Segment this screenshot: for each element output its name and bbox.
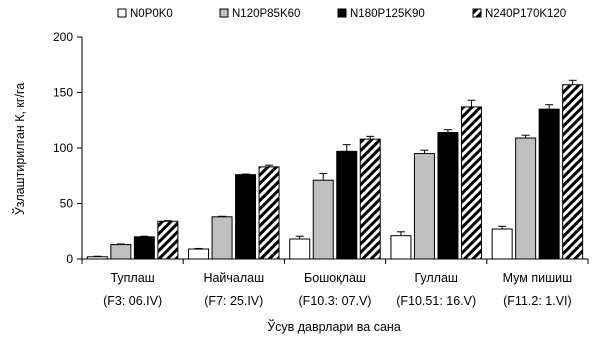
bar-N240P170K120-3 xyxy=(359,138,381,260)
category-label: Бошоқлаш xyxy=(304,271,366,285)
bar-N0P0K0-3 xyxy=(289,238,311,260)
y-axis-label: Ўзлаштирилган К, кг/га xyxy=(12,83,27,215)
bar-N240P170K120-5 xyxy=(562,84,584,260)
y-tick-label: 0 xyxy=(66,252,73,266)
bar-N240P170K120-2 xyxy=(258,166,280,260)
legend-label: N120P85K60 xyxy=(232,8,300,20)
bar-N120P85K60-3 xyxy=(312,179,334,260)
legend-label: N180P125K90 xyxy=(350,8,425,20)
bar-N120P85K60-5 xyxy=(515,137,537,260)
x-axis: Туплаш (F3: 06.IV) Найчалаш (F7: 25.IV) Бошо… xyxy=(81,258,589,308)
legend-label: N0P0K0 xyxy=(130,8,173,20)
y-tick-label: 50 xyxy=(60,197,74,211)
category-label: Туплаш xyxy=(110,271,154,285)
x-axis-label: Ўсув даврлари ва сана xyxy=(267,319,401,334)
category-date-label: (F11.2: 1.VI) xyxy=(503,294,572,308)
bar-N180P125K90-2 xyxy=(235,174,257,260)
legend-swatch xyxy=(472,8,482,18)
legend-swatch xyxy=(337,8,347,18)
bar-N0P0K0-4 xyxy=(390,235,412,260)
bar-N120P85K60-1 xyxy=(110,244,132,260)
category-label: Гуллаш xyxy=(414,271,457,285)
bar-N180P125K90-3 xyxy=(336,150,358,260)
category-label: Мум пишиш xyxy=(503,271,573,285)
category-date-label: (F10.3: 07.V) xyxy=(299,294,372,308)
bar-N240P170K120-4 xyxy=(460,106,482,260)
legend-swatch xyxy=(219,8,229,18)
category-date-label: (F3: 06.IV) xyxy=(103,294,162,308)
legend: N0P0K0 N120P85K60 N180P125K90 N240P170K120 xyxy=(117,8,566,20)
bar-N180P125K90-4 xyxy=(437,131,459,260)
bar-N0P0K0-5 xyxy=(491,228,513,260)
bar-N240P170K120-1 xyxy=(157,220,179,260)
y-axis: 0 50 100 150 200 xyxy=(53,30,83,266)
y-tick-label: 100 xyxy=(53,141,73,155)
bar-N120P85K60-4 xyxy=(413,153,435,260)
bar-N180P125K90-5 xyxy=(538,108,560,260)
bar-N0P0K0-2 xyxy=(188,248,210,260)
category-label: Найчалаш xyxy=(203,271,264,285)
bars xyxy=(86,79,584,260)
category-date-label: (F10.51: 16.V) xyxy=(396,294,476,308)
y-tick-label: 200 xyxy=(53,30,73,44)
category-date-label: (F7: 25.IV) xyxy=(204,294,263,308)
legend-swatch xyxy=(117,8,127,18)
legend-label: N240P170K120 xyxy=(485,8,566,20)
bar-N180P125K90-1 xyxy=(133,236,155,260)
bar-N120P85K60-2 xyxy=(211,216,233,260)
y-tick-label: 150 xyxy=(53,86,73,100)
